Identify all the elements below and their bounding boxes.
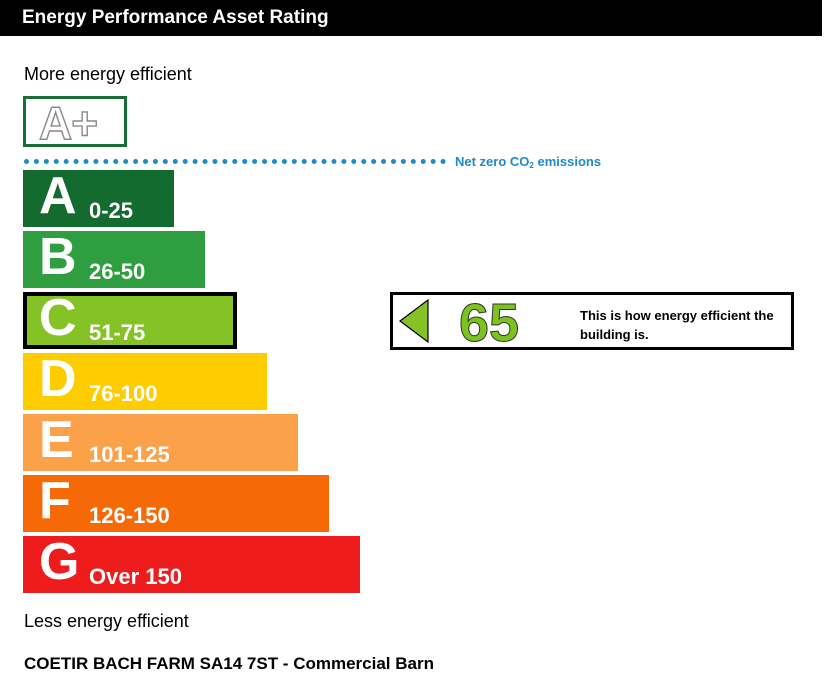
property-address: COETIR BACH FARM SA14 7ST - Commercial B… <box>24 654 434 673</box>
band-f: F 126-150 <box>23 472 329 532</box>
band-letter: B <box>39 228 77 286</box>
band-range: 0-25 <box>89 198 134 223</box>
band-letter: C <box>39 289 77 347</box>
band-c: C 51-75 <box>23 289 237 349</box>
net-zero-label: Net zero CO2 emissions <box>455 154 601 170</box>
band-d: D 76-100 <box>23 350 267 410</box>
rating-indicator: 65 This is how energy efficient the buil… <box>390 292 794 354</box>
band-range: 76-100 <box>89 381 158 406</box>
more-efficient-label: More energy efficient <box>24 64 192 84</box>
net-zero-subscript: 2 <box>529 161 534 170</box>
a-plus-band: A+ <box>23 96 127 150</box>
net-zero-suffix: emissions <box>533 154 602 169</box>
band-letter: D <box>39 350 77 408</box>
band-letter: A <box>39 167 77 225</box>
page-title: Energy Performance Asset Rating <box>22 7 329 28</box>
band-a: A 0-25 <box>23 167 174 227</box>
band-range: Over 150 <box>89 564 182 589</box>
band-letter: G <box>39 533 80 591</box>
band-e: E 101-125 <box>23 411 298 471</box>
band-range: 26-50 <box>89 259 146 284</box>
rating-score: 65 <box>458 293 520 354</box>
a-plus-label: A+ <box>38 96 98 149</box>
net-zero-dotted-line <box>24 159 446 164</box>
band-range: 51-75 <box>89 320 146 345</box>
band-letter: E <box>39 411 74 469</box>
band-b: B 26-50 <box>23 228 205 288</box>
header-bar: Energy Performance Asset Rating <box>0 0 822 36</box>
arrow-left-icon <box>399 299 429 343</box>
band-g: G Over 150 <box>23 533 360 593</box>
net-zero-text: Net zero CO <box>455 154 530 169</box>
band-letter: F <box>39 472 71 530</box>
band-range: 101-125 <box>89 442 170 467</box>
rating-description: This is how energy efficient the buildin… <box>580 308 774 342</box>
band-range: 126-150 <box>89 503 170 528</box>
less-efficient-label: Less energy efficient <box>24 611 189 631</box>
